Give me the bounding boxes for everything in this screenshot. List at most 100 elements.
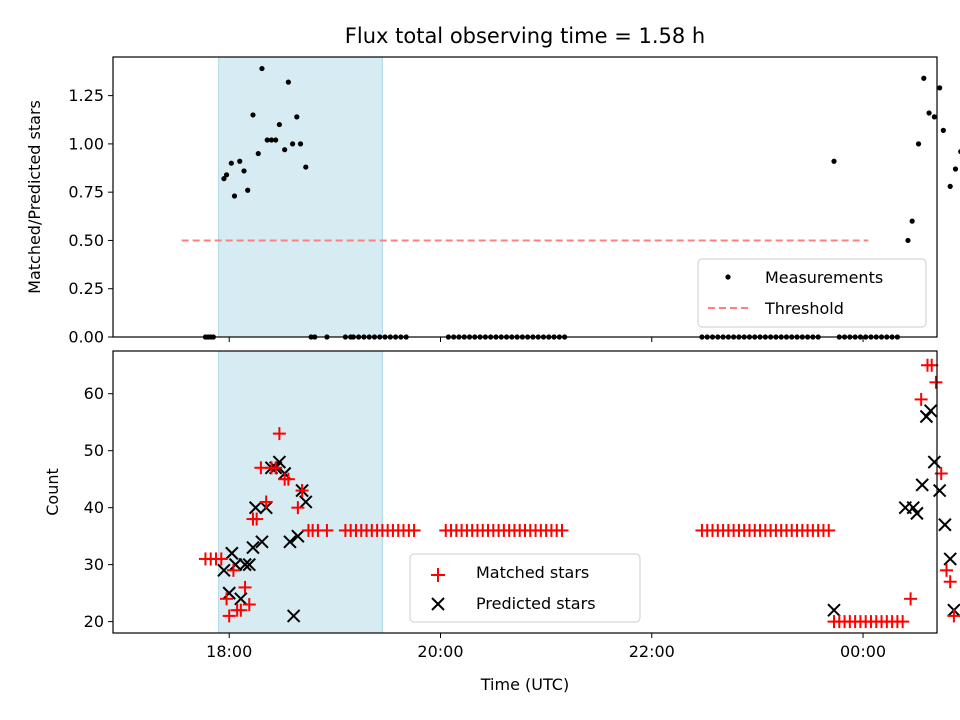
bottom-y-tick-label: 40 [84, 498, 104, 517]
top-y-tick-label: 0.75 [68, 183, 104, 202]
predicted-star-point [299, 495, 313, 509]
predicted-star-point [283, 535, 297, 549]
matched-star-point [234, 603, 248, 617]
matched-star-point [407, 523, 421, 537]
bottom-y-tick-label: 50 [84, 441, 104, 460]
legend-predicted-marker [431, 597, 445, 611]
matched-star-point [940, 563, 954, 577]
matched-star-point [914, 392, 928, 406]
x-axis-label: Time (UTC) [480, 675, 569, 694]
measurement-point [282, 147, 288, 153]
matched-star-point [269, 461, 283, 475]
measurement-point [289, 141, 296, 147]
measurement-point [831, 158, 837, 164]
predicted-star-point [927, 455, 942, 469]
top-highlight-span [218, 56, 383, 338]
matched-star-point [242, 598, 256, 612]
measurement-point [285, 79, 291, 85]
matched-star-point [220, 592, 234, 606]
matched-star-point [250, 512, 264, 526]
matched-star-point [929, 375, 943, 389]
predicted-star-point [222, 586, 236, 600]
top-y-tick-label: 0.25 [68, 279, 104, 298]
predicted-star-point [923, 404, 938, 418]
matched-star-point [896, 615, 910, 629]
top-y-tick-label: 1.25 [68, 86, 104, 105]
top-span-band [218, 56, 383, 338]
measurement-point [915, 141, 922, 147]
matched-star-point [943, 575, 957, 589]
measurement-point [905, 237, 911, 244]
matched-star-point [222, 609, 236, 623]
measurement-point [937, 85, 943, 91]
predicted-star-point [242, 557, 256, 572]
predicted-star-point [910, 506, 924, 521]
predicted-star-point [932, 483, 947, 498]
measurement-point [221, 176, 227, 182]
x-tick-label: 00:00 [840, 642, 886, 661]
predicted-star-point [217, 563, 231, 578]
legend-predicted-label: Predicted stars [476, 594, 596, 613]
predicted-star-point [228, 557, 243, 572]
measurement-point [241, 168, 247, 174]
bottom-y-tick-label: 20 [84, 612, 104, 631]
measurement-point [926, 110, 932, 116]
predicted-star-point [938, 518, 952, 532]
x-tick-label: 18:00 [206, 642, 252, 661]
measurement-point [947, 183, 953, 189]
top-y-tick-label: 0.50 [68, 231, 104, 250]
predicted-star-point [234, 592, 248, 606]
matched-star-point [272, 427, 286, 441]
top-y-tick-label: 1.00 [68, 134, 104, 153]
predicted-star-point [915, 478, 929, 492]
bottom-y-tick-label: 60 [84, 384, 104, 403]
legend-measurements-marker [725, 274, 731, 280]
predicted-star-point [943, 552, 957, 566]
measurement-point [303, 164, 309, 170]
legend-threshold-label: Threshold [764, 299, 844, 318]
matched-star-point [214, 552, 228, 566]
top-axes-frame [112, 56, 938, 338]
predicted-star-point [225, 546, 239, 560]
chart-title: Flux total observing time = 1.58 h [345, 24, 705, 48]
measurement-point [259, 65, 265, 72]
predicted-star-point [246, 540, 260, 555]
measurement-point [250, 112, 256, 118]
top-y-tick-label: 0.00 [68, 328, 104, 347]
measurement-point [264, 137, 270, 143]
bottom-y-ticks: 20 30 40 50 60 [84, 384, 113, 631]
measurement-point [223, 172, 230, 178]
predicted-star-point [248, 500, 263, 515]
top-legend: Measurements Threshold [697, 258, 927, 328]
top-panel: 0.00 0.25 0.50 0.75 1.00 1.25 Matched/Predict… [25, 56, 960, 347]
bottom-y-axis-label: Count [43, 468, 62, 516]
measurement-point [255, 150, 261, 157]
x-tick-label: 20:00 [417, 642, 463, 661]
matched-star-point [822, 523, 836, 537]
predicted-star-point [255, 535, 269, 549]
measurement-point [237, 158, 243, 164]
matched-star-point [291, 501, 305, 515]
top-legend-box [697, 258, 927, 328]
matched-star-point [238, 580, 252, 594]
measurement-point [231, 193, 238, 199]
measurement-point [294, 114, 300, 120]
measurement-point [268, 137, 275, 143]
predicted-star-point [827, 603, 841, 617]
measurement-point [909, 218, 915, 224]
bottom-legend: Matched stars Predicted stars [409, 553, 641, 623]
measurement-point [940, 127, 946, 133]
matched-star-point [555, 523, 569, 537]
measurement-point [273, 137, 279, 143]
legend-matched-label: Matched stars [476, 563, 589, 582]
matched-star-point [904, 592, 918, 606]
matched-star-point [259, 495, 273, 509]
predicted-star-point [286, 609, 301, 623]
matched-star-point [295, 484, 309, 498]
x-tick-label: 22:00 [629, 642, 675, 661]
measurement-point [952, 166, 959, 172]
top-y-ticks: 0.00 0.25 0.50 0.75 1.00 1.25 [68, 86, 113, 347]
measurement-point [297, 141, 304, 147]
